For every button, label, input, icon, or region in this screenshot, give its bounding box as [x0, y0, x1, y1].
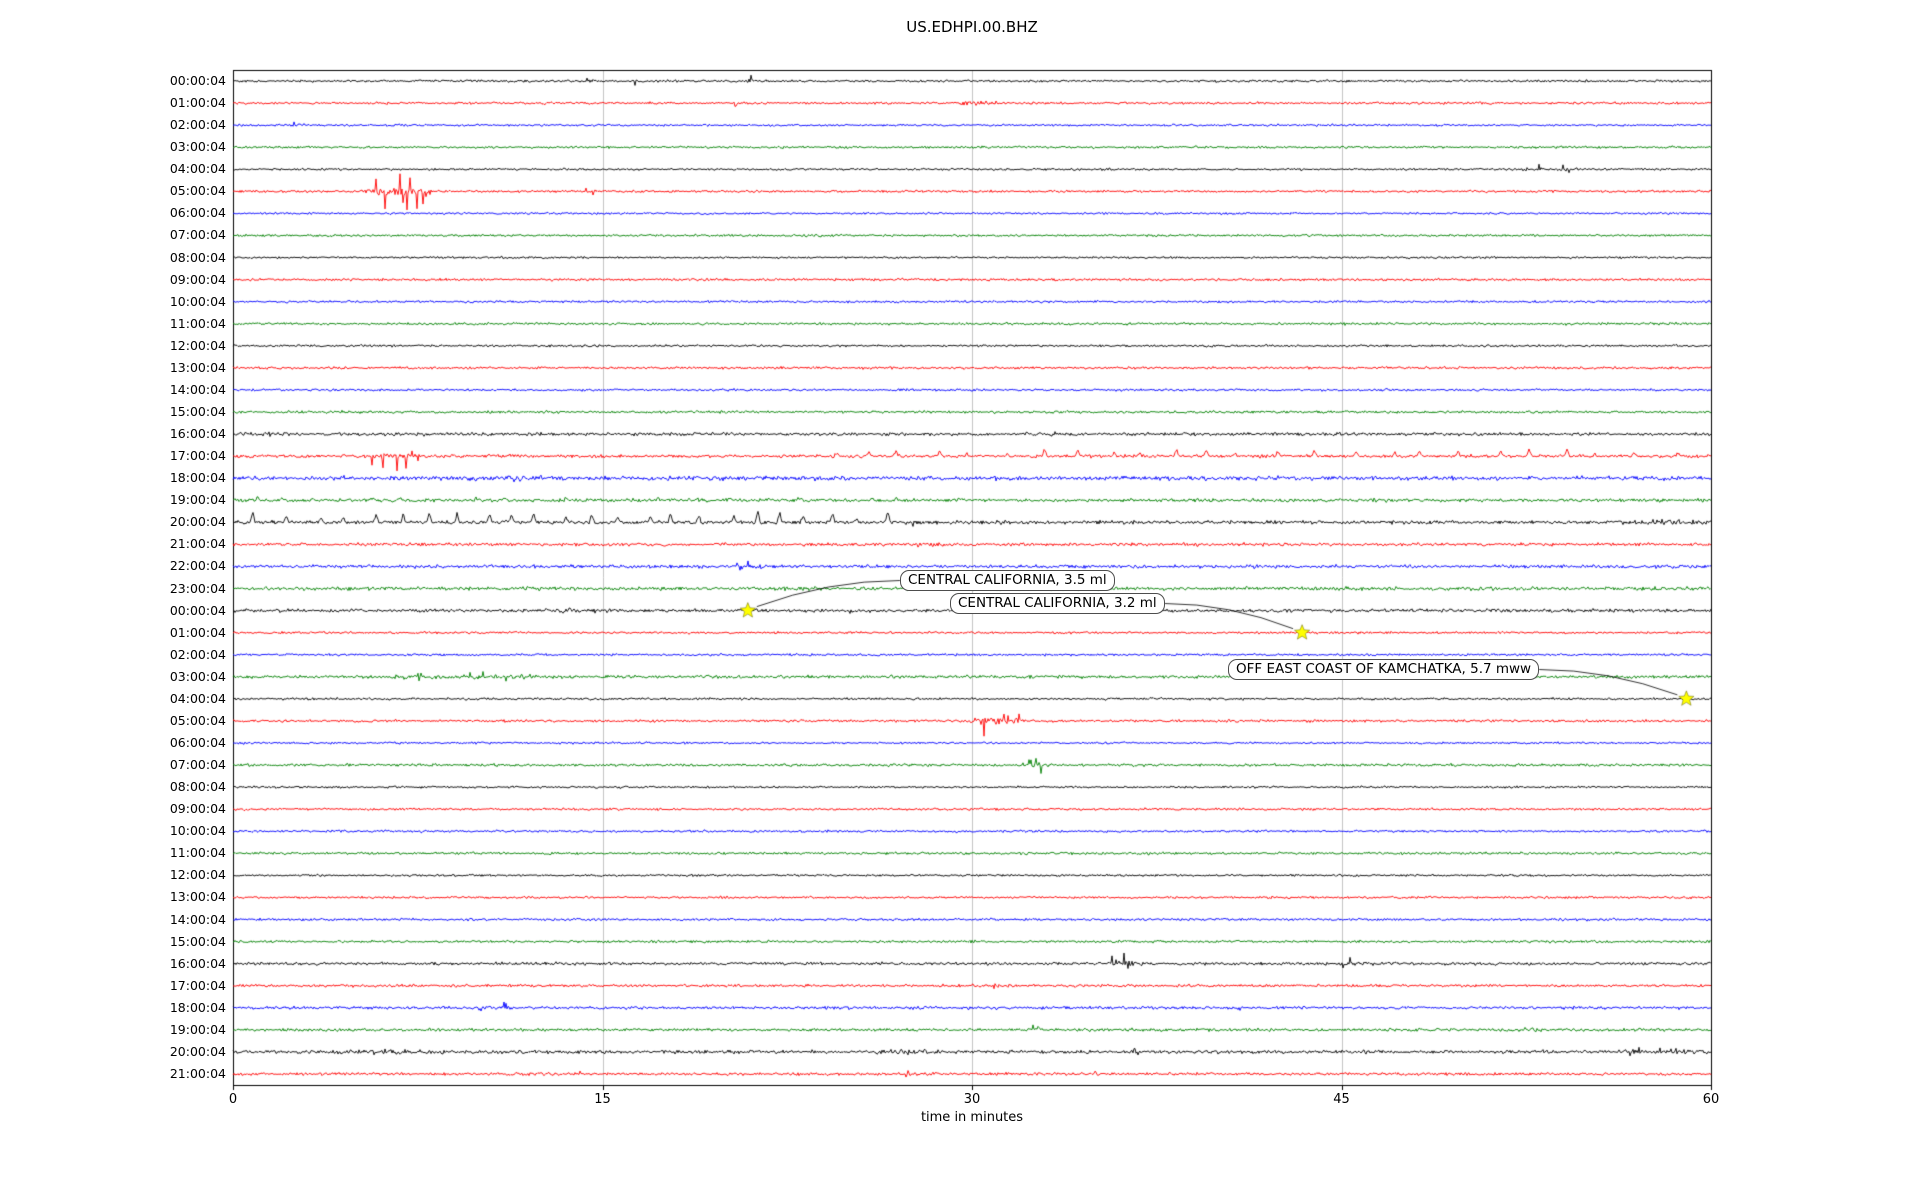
y-tick-label: 02:00:04 — [169, 646, 226, 662]
y-tick-label: 21:00:04 — [169, 536, 226, 552]
x-tick-label: 0 — [228, 1092, 238, 1107]
y-tick-label: 10:00:04 — [169, 293, 226, 309]
y-tick-label: 07:00:04 — [169, 227, 226, 243]
y-tick-label: 06:00:04 — [169, 205, 226, 221]
y-tick-label: 21:00:04 — [169, 1065, 226, 1081]
y-tick-label: 12:00:04 — [169, 867, 226, 883]
y-tick-label: 05:00:04 — [169, 712, 226, 728]
y-tick-label: 07:00:04 — [169, 757, 226, 773]
y-tick-label: 05:00:04 — [169, 183, 226, 199]
y-tick-label: 13:00:04 — [169, 359, 226, 375]
y-tick-label: 16:00:04 — [169, 955, 226, 971]
y-tick-label: 20:00:04 — [169, 514, 226, 530]
x-tick-label: 45 — [1333, 1092, 1350, 1107]
y-tick-label: 02:00:04 — [169, 117, 226, 133]
y-tick-label: 01:00:04 — [169, 95, 226, 111]
y-tick-label: 22:00:04 — [169, 558, 226, 574]
y-tick-label: 09:00:04 — [169, 801, 226, 817]
y-tick-label: 06:00:04 — [169, 734, 226, 750]
y-tick-label: 10:00:04 — [169, 823, 226, 839]
y-tick-label: 19:00:04 — [169, 1021, 226, 1037]
y-tick-label: 15:00:04 — [169, 404, 226, 419]
y-tick-label: 12:00:04 — [169, 337, 226, 353]
y-tick-label: 14:00:04 — [169, 911, 226, 927]
y-tick-label: 03:00:04 — [169, 139, 226, 155]
y-tick-label: 18:00:04 — [169, 999, 226, 1015]
y-tick-label: 00:00:04 — [169, 602, 226, 618]
y-tick-label: 14:00:04 — [169, 381, 226, 397]
y-tick-label: 15:00:04 — [169, 933, 226, 949]
event-annotation: CENTRAL CALIFORNIA, 3.2 ml — [950, 593, 1165, 614]
y-tick-label: 13:00:04 — [169, 889, 226, 905]
y-tick-label: 19:00:04 — [169, 492, 226, 508]
x-axis-label: time in minutes — [920, 1110, 1024, 1125]
y-tick-label: 04:00:04 — [169, 161, 226, 177]
y-tick-label: 08:00:04 — [169, 249, 226, 265]
y-tick-label: 23:00:04 — [169, 580, 226, 596]
y-tick-label: 01:00:04 — [169, 624, 226, 640]
y-tick-label: 18:00:04 — [169, 470, 226, 486]
y-tick-label: 17:00:04 — [169, 977, 226, 993]
y-tick-label: 09:00:04 — [169, 271, 226, 287]
y-tick-label: 16:00:04 — [169, 426, 226, 442]
event-annotation: OFF EAST COAST OF KAMCHATKA, 5.7 mww — [1228, 659, 1540, 680]
y-tick-label: 00:00:04 — [169, 73, 226, 89]
y-tick-label: 03:00:04 — [169, 668, 226, 684]
y-tick-label: 11:00:04 — [169, 845, 226, 861]
y-tick-label: 04:00:04 — [169, 690, 226, 706]
chart-title: US.EDHPI.00.BHZ — [906, 18, 1038, 36]
x-tick-label: 60 — [1702, 1092, 1720, 1107]
y-tick-label: 08:00:04 — [169, 779, 226, 795]
x-tick-label: 30 — [963, 1092, 981, 1107]
y-tick-label: 20:00:04 — [169, 1043, 226, 1059]
y-tick-label: 11:00:04 — [169, 315, 226, 331]
event-annotation: CENTRAL CALIFORNIA, 3.5 ml — [900, 570, 1115, 591]
y-tick-label: 17:00:04 — [169, 448, 226, 464]
x-tick-label: 15 — [594, 1092, 611, 1107]
